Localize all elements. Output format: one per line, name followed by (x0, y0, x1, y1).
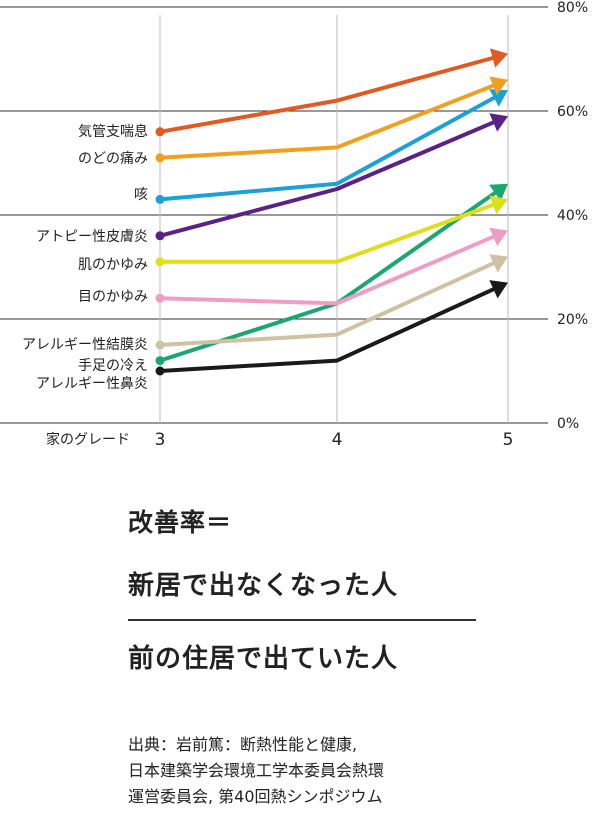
series-label-3: アトピー性皮膚炎 (36, 229, 148, 245)
series-start-point-2 (155, 194, 165, 204)
series-arrowhead-4 (489, 195, 508, 215)
x-tick-label-5: 5 (503, 430, 514, 450)
series-arrowhead-5 (489, 227, 508, 247)
y-tick-label-40: 40% (557, 208, 588, 224)
series-start-point-4 (155, 257, 165, 267)
formula-title: 改善率＝ (128, 508, 233, 537)
y-tick-label-80: 80% (557, 0, 588, 16)
series-start-point-3 (155, 231, 165, 241)
x-tick-label-3: 3 (155, 430, 166, 450)
series-line-8 (159, 286, 497, 373)
y-tick-label-60: 60% (557, 104, 588, 120)
series-label-0: 気管支喘息 (78, 123, 148, 140)
x-axis-label: 家のグレード (46, 431, 130, 448)
series-line-3 (159, 119, 496, 238)
series-arrowhead-7 (489, 183, 508, 202)
series-line-4 (160, 202, 496, 264)
y-tick-label-0: 0% (557, 416, 579, 432)
series-arrowhead-2 (489, 89, 508, 107)
series-arrowhead-6 (489, 254, 508, 273)
series-start-point-8 (155, 366, 165, 376)
series-line-2 (159, 95, 497, 202)
y-tick-label-20: 20% (557, 312, 588, 328)
series-label-2: 咳 (134, 187, 148, 203)
series-start-point-6 (155, 340, 165, 350)
formula-numerator: 新居で出なくなった人 (128, 571, 399, 601)
chart: 0% 20% 40% 60% 80% 3 4 5 家のグレード 気管支喘息のどの痛み咳アトピー性皮… (0, 0, 588, 450)
series-start-point-1 (155, 153, 165, 163)
source-line-3: 運営委員会, 第40回熱シンポジウム (128, 787, 383, 806)
series-label-8: アレルギー性鼻炎 (36, 375, 148, 392)
x-tick-label-4: 4 (332, 430, 343, 450)
series-arrowhead-1 (489, 76, 508, 95)
source-line-2: 日本建築学会環境工学本委員会熱環 (128, 761, 385, 780)
series-arrowhead-8 (489, 280, 508, 299)
series-label-1: のどの痛み (78, 150, 148, 167)
formula-denominator: 前の住居で出ていた人 (128, 644, 399, 674)
series-label-4: 肌のかゆみ (78, 257, 148, 273)
series-arrowhead-3 (489, 113, 508, 132)
series-arrowhead-0 (489, 48, 508, 68)
series-start-point-0 (155, 127, 165, 137)
series-label-5: 目のかゆみ (78, 289, 148, 305)
source-line-1: 出典：岩前篤：断熱性能と健康, (128, 735, 358, 754)
series-label-7: 手足の冷え (78, 358, 148, 374)
series-start-point-5 (155, 293, 165, 303)
series-start-point-7 (155, 356, 165, 366)
series-line-5 (159, 234, 496, 306)
series-line-0 (159, 55, 496, 134)
series-line-6 (159, 260, 497, 347)
series-label-6: アレルギー性結膜炎 (22, 337, 148, 353)
series-line-1 (159, 83, 496, 160)
fraction-bar (128, 619, 476, 621)
